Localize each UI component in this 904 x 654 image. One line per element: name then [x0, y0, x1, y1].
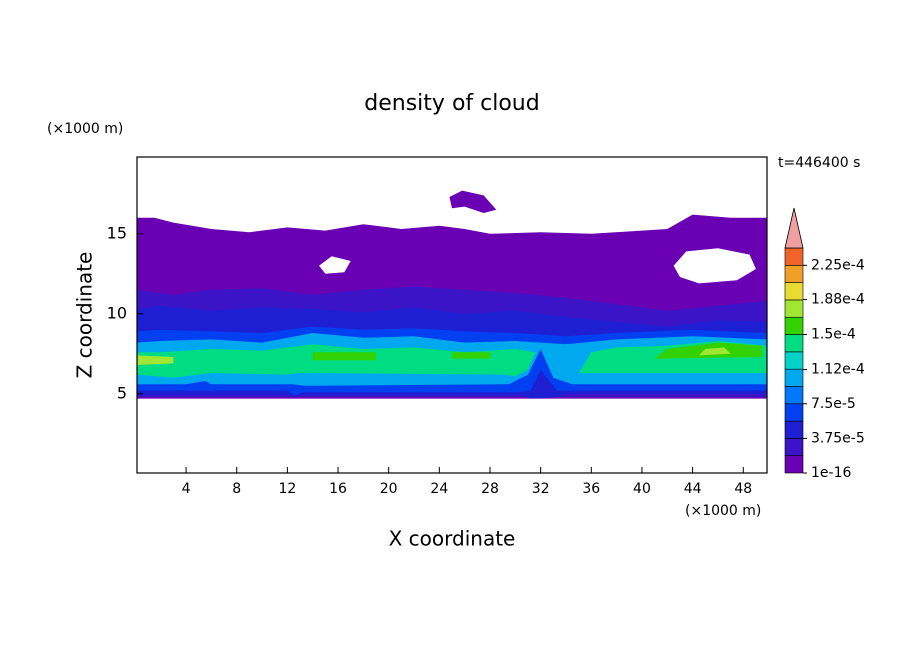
x-tick-label: 36: [582, 481, 600, 497]
x-label: X coordinate: [389, 527, 516, 551]
chart-title: density of cloud: [364, 91, 539, 116]
x-tick-label: 20: [380, 481, 398, 497]
colorbar-box: [784, 316, 804, 335]
y-tick-label: 5: [117, 383, 127, 402]
x-tick-label: 44: [684, 481, 702, 497]
colorbar-label: 1e-16: [811, 465, 851, 481]
axes: 1e-16 3.75e-5 7.5e-5 1.12e-4 1.5e-4 1.88e-4 2.…: [107, 156, 865, 497]
x-tick-label: 8: [232, 481, 241, 497]
x-tick-label: 16: [329, 481, 347, 497]
x-tick-label: 40: [633, 481, 651, 497]
colorbar-box: [784, 299, 804, 318]
colorbar-box: [784, 386, 804, 405]
colorbar-label: 1.12e-4: [811, 362, 865, 378]
x-tick-label: 48: [734, 481, 752, 497]
contour-band: [136, 344, 536, 378]
x-tick-label: 24: [430, 481, 448, 497]
y-tick-label: 10: [107, 303, 127, 322]
colorbar-arrow: [784, 207, 804, 249]
x-tick-label: 32: [532, 481, 550, 497]
colorbar-box: [784, 334, 804, 353]
colorbar-box: [784, 265, 804, 283]
y-label: Z coordinate: [73, 252, 97, 379]
x-tick-label: 12: [278, 481, 296, 497]
colorbar-box: [784, 455, 804, 474]
colorbar-label: 1.5e-4: [811, 327, 856, 343]
colorbar-box: [784, 438, 804, 456]
x-unit: (×1000 m): [685, 503, 761, 519]
colorbar-label: 1.88e-4: [811, 291, 865, 307]
x-tick-label: 4: [182, 481, 191, 497]
contour-band: [136, 355, 174, 365]
x-tick-label: 28: [481, 481, 499, 497]
contour-band: [449, 190, 497, 213]
contour-band: [319, 256, 351, 274]
colorbar-box: [784, 368, 804, 387]
colorbar-label: 2.25e-4: [811, 257, 865, 273]
colorbar-label: 7.5e-5: [811, 396, 856, 412]
contour-band: [312, 352, 377, 361]
colorbar-box: [784, 420, 804, 439]
contour-band: [452, 352, 490, 359]
contour-field: [136, 190, 768, 399]
colorbar-label: 3.75e-5: [811, 430, 865, 446]
colorbar-box: [784, 247, 804, 266]
contour-band: [698, 347, 731, 356]
colorbar-box: [784, 403, 804, 422]
y-unit: (×1000 m): [47, 121, 123, 137]
plot-frame: [136, 156, 768, 474]
contour-band: [673, 248, 756, 284]
y-tick-label: 15: [107, 223, 127, 242]
colorbar-box: [784, 282, 804, 301]
time-label: t=446400 s: [778, 155, 860, 171]
colorbar-box: [784, 351, 804, 370]
